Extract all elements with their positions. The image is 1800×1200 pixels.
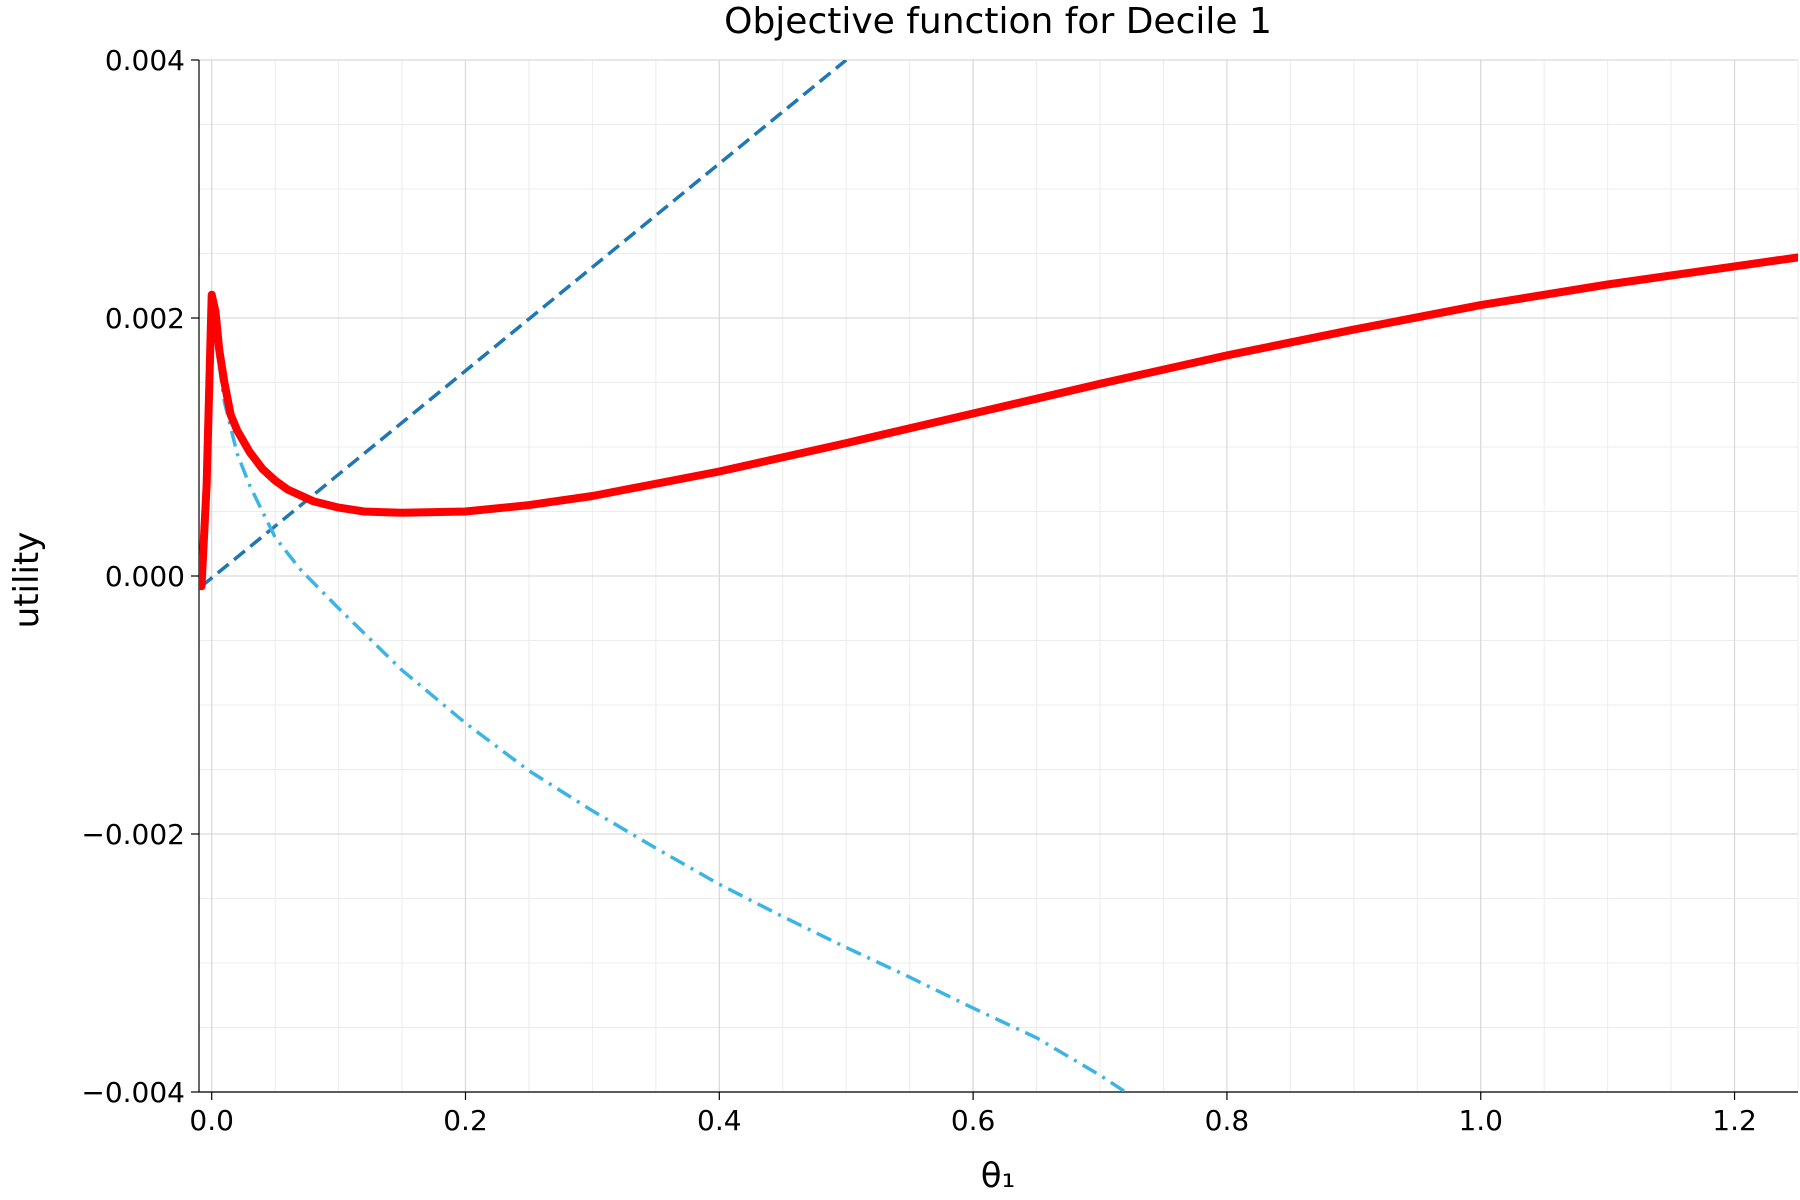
grid xyxy=(199,59,1799,1093)
x-tick-label: 0.8 xyxy=(1205,1104,1250,1137)
x-tick-label: 1.0 xyxy=(1458,1104,1503,1137)
x-tick-label: 0.0 xyxy=(189,1104,234,1137)
x-tick-label: 1.2 xyxy=(1712,1104,1757,1137)
y-tick-label: 0.004 xyxy=(105,44,185,77)
y-tick-label: −0.004 xyxy=(81,1076,185,1109)
y-tick-label: 0.002 xyxy=(105,302,185,335)
chart-title: Objective function for Decile 1 xyxy=(724,1,1272,42)
x-tick-label: 0.4 xyxy=(697,1104,742,1137)
x-tick-label: 0.6 xyxy=(951,1104,996,1137)
y-axis-label: utility xyxy=(7,532,47,629)
tick-labels: 0.0 0.2 0.4 0.6 0.8 1.0 1.2 −0.004 −0.002 0.000 0.… xyxy=(81,44,1756,1137)
y-tick-label: −0.002 xyxy=(81,818,185,851)
series-group xyxy=(199,60,1798,1092)
series-line-solid xyxy=(199,253,1798,591)
series-line-dashdot xyxy=(199,309,1127,1092)
x-tick-label: 0.2 xyxy=(443,1104,488,1137)
x-axis-label: θ₁ xyxy=(981,1156,1015,1196)
axes xyxy=(191,59,1798,1100)
y-tick-label: 0.000 xyxy=(105,560,185,593)
